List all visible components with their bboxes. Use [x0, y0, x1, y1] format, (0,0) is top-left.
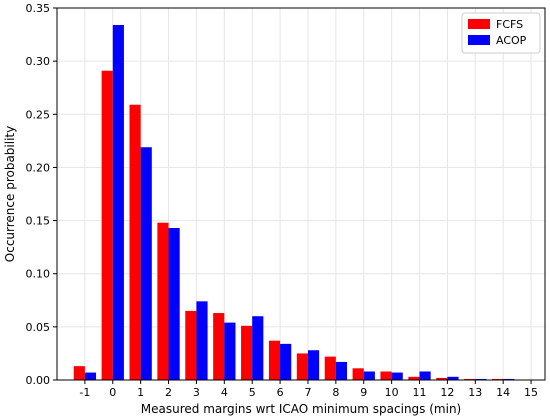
bar-fcfs [241, 325, 253, 380]
bar-acop [196, 301, 208, 380]
x-tick-label: 12 [440, 386, 454, 399]
legend: FCFS ACOP [461, 12, 541, 54]
x-tick-label: -1 [79, 386, 90, 399]
y-tick-label: 0.00 [26, 374, 51, 387]
bar-fcfs [101, 70, 113, 381]
x-tick-label: 13 [468, 386, 482, 399]
bar-acop [447, 376, 459, 380]
bar-fcfs [352, 368, 364, 380]
bar-fcfs [492, 378, 504, 380]
bar-fcfs [185, 310, 197, 380]
y-tick-label: 0.30 [26, 55, 51, 68]
legend-label-acop: ACOP [496, 34, 527, 47]
x-tick-label: 10 [385, 386, 399, 399]
legend-swatch-fcfs [468, 19, 490, 29]
x-tick-label: 7 [304, 386, 311, 399]
y-tick-label: 0.10 [26, 268, 51, 281]
y-tick-label: 0.25 [26, 108, 51, 121]
bar-acop [84, 372, 97, 380]
bar-acop [335, 361, 348, 380]
legend-swatch-acop [468, 35, 490, 45]
bar-acop [503, 378, 515, 380]
bar-fcfs [268, 340, 281, 380]
bar-fcfs [324, 356, 336, 380]
legend-label-fcfs: FCFS [496, 18, 523, 31]
bars [73, 25, 515, 381]
axis-ticks: -1 0 1 2 3 4 5 6 7 8 9 10 11 12 13 14 150.000.050.100.15… [26, 2, 539, 399]
bar-fcfs [157, 222, 169, 380]
bar-acop [112, 25, 124, 381]
bar-fcfs [296, 353, 308, 380]
x-tick-label: 11 [413, 386, 427, 399]
y-tick-label: 0.20 [26, 161, 51, 174]
y-tick-label: 0.15 [26, 215, 51, 228]
x-tick-label: 4 [221, 386, 228, 399]
bar-acop [307, 350, 320, 380]
x-tick-label: 3 [193, 386, 200, 399]
bar-acop [224, 322, 236, 380]
x-axis-label: Measured margins wrt ICAO minimum spacin… [141, 402, 461, 416]
bar-acop [475, 378, 487, 380]
x-tick-label: 9 [360, 386, 367, 399]
x-tick-label: 8 [332, 386, 339, 399]
bar-fcfs [436, 377, 448, 380]
bar-fcfs [380, 371, 392, 380]
x-tick-label: 6 [277, 386, 284, 399]
y-axis-label: Occurrence probability [3, 126, 17, 262]
x-tick-label: 0 [109, 386, 116, 399]
bar-acop [140, 147, 152, 380]
y-tick-label: 0.05 [26, 321, 51, 334]
y-tick-label: 0.35 [26, 2, 51, 15]
x-tick-label: 15 [524, 386, 538, 399]
bar-acop [280, 343, 292, 380]
bar-acop [252, 316, 264, 380]
x-tick-label: 1 [137, 386, 144, 399]
bar-fcfs [129, 104, 141, 380]
bar-fcfs [464, 378, 476, 380]
bar-acop [391, 372, 403, 380]
x-tick-label: 5 [249, 386, 256, 399]
bar-acop [363, 371, 375, 380]
bar-fcfs [73, 366, 85, 380]
x-tick-label: 2 [165, 386, 172, 399]
x-tick-label: 14 [496, 386, 510, 399]
bar-fcfs [213, 313, 225, 380]
bar-acop [419, 371, 431, 380]
bar-acop [168, 228, 180, 380]
bar-fcfs [408, 376, 420, 380]
plot-frame [56, 7, 546, 381]
